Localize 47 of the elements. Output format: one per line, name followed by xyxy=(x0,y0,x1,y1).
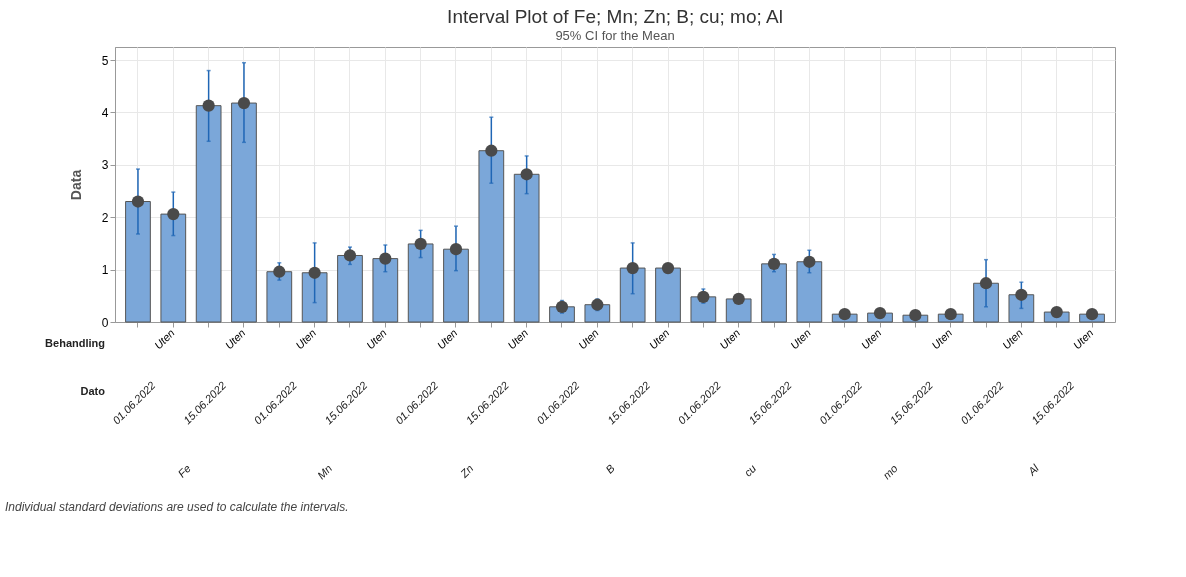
point xyxy=(343,249,357,262)
point xyxy=(520,168,533,181)
chart-title: Interval Plot of Fe; Mn; Zn; B; cu; mo; Al xyxy=(447,6,783,27)
text: mo xyxy=(880,462,900,482)
point xyxy=(626,261,639,275)
point xyxy=(944,308,957,321)
point xyxy=(1015,288,1028,301)
point xyxy=(555,300,569,313)
point xyxy=(1050,305,1063,319)
text: Zn xyxy=(457,462,476,481)
point xyxy=(202,99,215,112)
text: Fe xyxy=(175,462,193,480)
text: Mn xyxy=(314,462,335,482)
y-tick-label: 2 xyxy=(101,210,109,225)
y-tick-label: 3 xyxy=(101,158,109,173)
chart-subtitle: 95% CI for the Mean xyxy=(555,28,675,43)
point xyxy=(838,308,851,321)
text: Dato xyxy=(80,385,106,397)
point xyxy=(1085,308,1099,321)
point xyxy=(873,306,887,320)
point xyxy=(803,255,816,268)
text: Behandling xyxy=(45,337,105,349)
y-tick-label: 4 xyxy=(101,105,109,120)
point xyxy=(485,144,498,157)
point xyxy=(237,96,251,110)
y-tick-label: 5 xyxy=(101,53,109,68)
point xyxy=(591,298,604,311)
text: B xyxy=(603,462,617,476)
point xyxy=(131,195,145,208)
point xyxy=(167,207,180,221)
point xyxy=(414,237,427,251)
point xyxy=(909,309,922,322)
point xyxy=(273,265,286,278)
y-axis-title: Data xyxy=(67,169,84,201)
point xyxy=(697,290,710,303)
point xyxy=(979,277,993,290)
y-tick-label: 0 xyxy=(101,315,109,330)
text: Individual standard deviations are used to calculate the intervals. xyxy=(5,500,349,514)
point xyxy=(767,257,781,270)
point xyxy=(732,292,745,306)
point xyxy=(308,266,321,279)
y-tick-label: 1 xyxy=(101,263,109,278)
point xyxy=(661,261,675,275)
point xyxy=(449,243,463,256)
point xyxy=(379,252,392,265)
text: cu xyxy=(741,462,759,479)
text: Al xyxy=(1024,461,1042,479)
